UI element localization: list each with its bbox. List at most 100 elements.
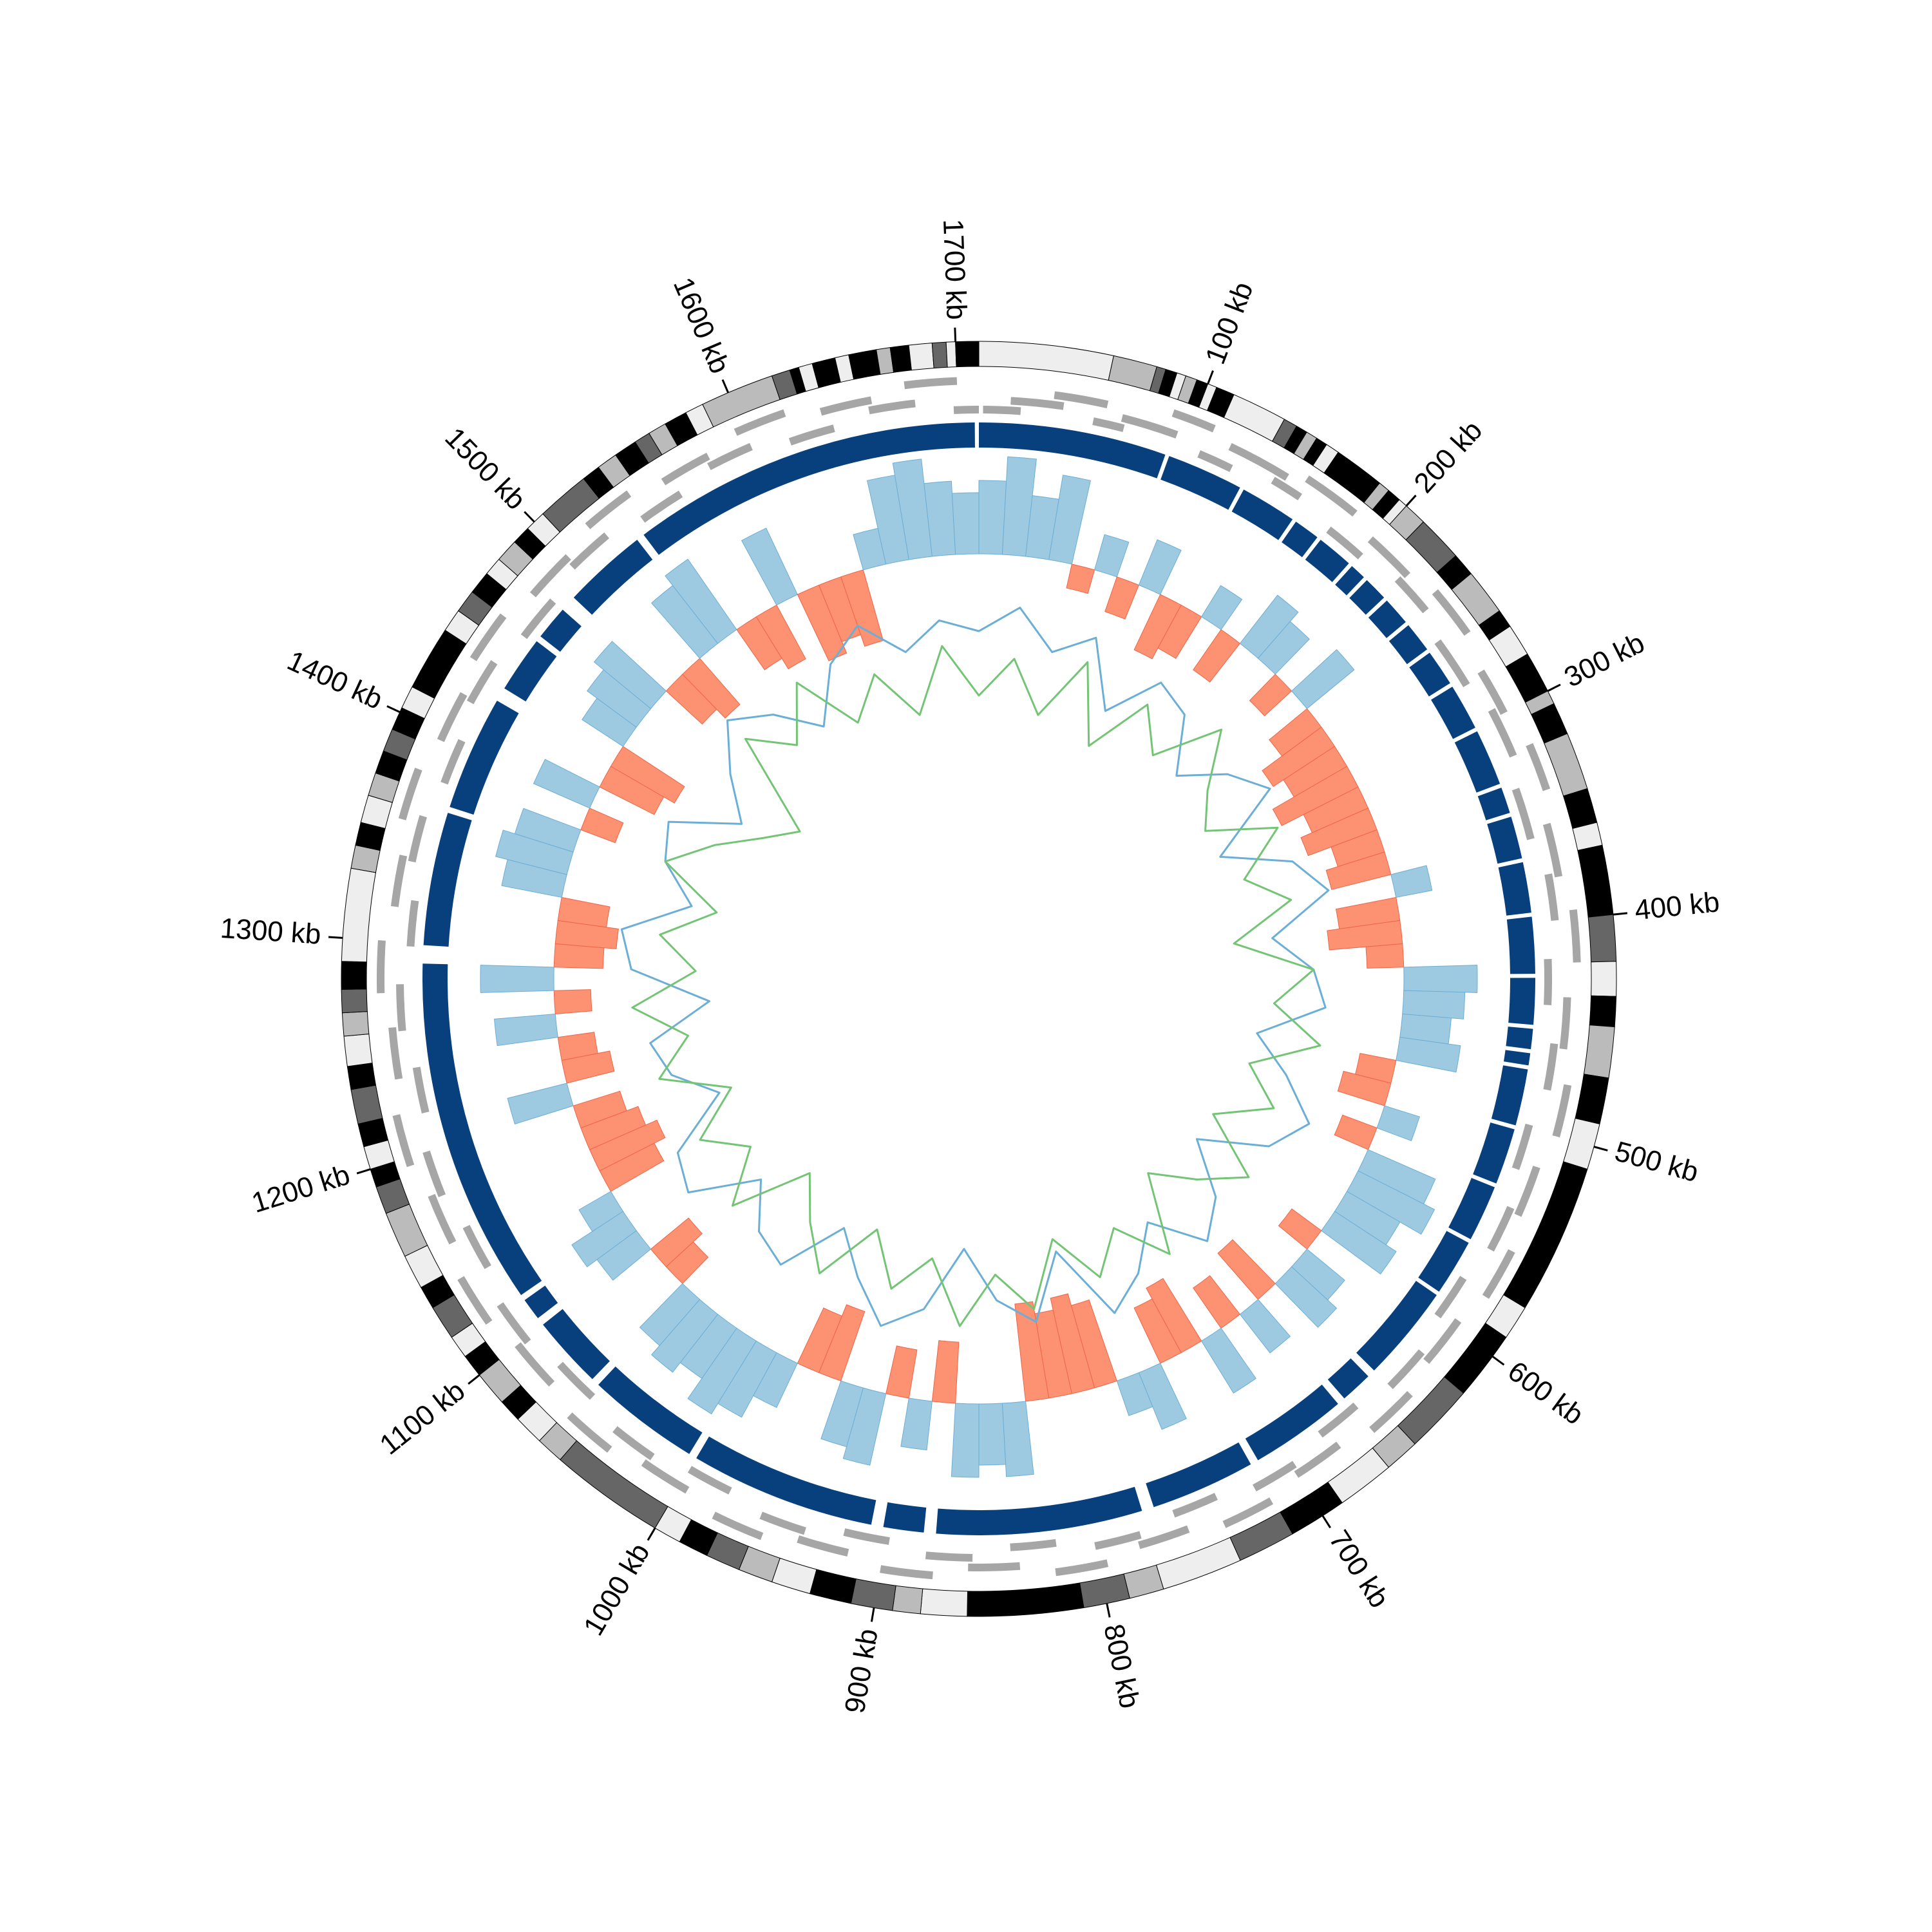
skew-bar [1094,534,1130,578]
skew-bar [978,480,1007,555]
band-segment [341,989,368,1014]
contig [1245,1385,1338,1461]
contig [1282,521,1318,558]
skew-bar [1327,920,1403,951]
feature [1544,873,1559,921]
contig [1487,817,1522,864]
feature [1482,1249,1515,1299]
skew-bar [553,989,592,1015]
feature [388,1027,403,1080]
band-segment [341,867,377,963]
feature [968,1562,1021,1571]
feature [953,406,979,414]
feature [819,396,873,416]
feature [1369,1390,1413,1434]
contig [1431,687,1475,739]
band-segment [1155,1537,1241,1590]
feature [462,1224,491,1269]
band-segment [1587,914,1617,963]
band-segment [1397,1376,1464,1444]
tick-mark [328,936,343,939]
skew-bar [1337,1070,1392,1106]
skew-bar [1390,865,1433,898]
feature [641,1459,690,1494]
gc-line [620,607,1330,1327]
skew-bar [951,492,980,555]
band-segment [1444,1322,1507,1394]
contig [423,813,472,947]
contig [450,701,519,815]
feature [515,1342,555,1387]
tick-mark [1613,912,1627,916]
feature [412,1066,430,1113]
skew-bar [573,1090,627,1129]
feature [868,399,916,415]
feature [1552,1084,1572,1138]
tick-mark [647,1528,656,1541]
feature [707,442,753,470]
feature [392,1114,415,1168]
contig [1491,1065,1528,1126]
band-segment [1583,1025,1615,1079]
skew-bar [797,1307,843,1374]
band-segment [1544,733,1588,797]
feature [1544,958,1552,1005]
skew-bar [755,604,806,670]
skew-bar [797,584,848,661]
contig [1146,1442,1251,1508]
feature [1326,526,1363,560]
feature [640,490,683,523]
tick-label: 200 kb [1408,415,1488,499]
skew-bar [1278,1208,1322,1250]
band-segment [412,629,467,699]
contig [1349,580,1385,615]
tick-label: 100 kb [1199,278,1259,368]
tick-label: 1500 kb [439,422,531,516]
tick-mark [721,379,730,393]
feature [440,739,466,785]
skew-bar [1193,629,1241,683]
feature [529,554,571,598]
skew-bar [741,527,798,606]
skew-bar [1291,649,1355,710]
feature [1121,414,1179,439]
contig [1506,916,1535,974]
band-segment [1563,1117,1600,1170]
tick-label: 900 kb [839,1627,884,1716]
skew-bar [480,965,554,993]
band-segment [945,341,957,368]
band-segment [771,1557,817,1595]
skew-bar [554,920,619,949]
skew-bar [1239,1299,1291,1354]
tick-mark [1106,1603,1111,1618]
skew-bar [650,1217,703,1267]
feature [1094,1531,1142,1550]
contig [1335,565,1364,596]
contig [1454,731,1501,793]
skew-bar [931,1340,960,1404]
skew-bar [1262,726,1336,788]
tick-label: 400 kb [1633,886,1721,926]
tick-label: 800 kb [1097,1622,1146,1711]
band-segment [889,345,912,373]
band-segment [1327,1447,1390,1504]
band-segment [385,1204,428,1257]
feature [759,1511,806,1535]
contig [1356,1280,1437,1371]
skew-bar [978,1403,1007,1466]
contig [1477,788,1510,820]
tick-label: 1300 kb [219,913,321,951]
contig [422,963,542,1296]
skew-bar [682,658,741,719]
skew-bar [561,1050,615,1084]
band-segment [1575,1074,1609,1124]
feature [520,598,556,639]
feature [1394,576,1429,614]
feature [437,692,468,743]
feature [377,940,386,994]
feature [612,1426,655,1461]
contig [504,641,557,702]
contig [1503,1050,1531,1066]
feature [408,815,427,863]
